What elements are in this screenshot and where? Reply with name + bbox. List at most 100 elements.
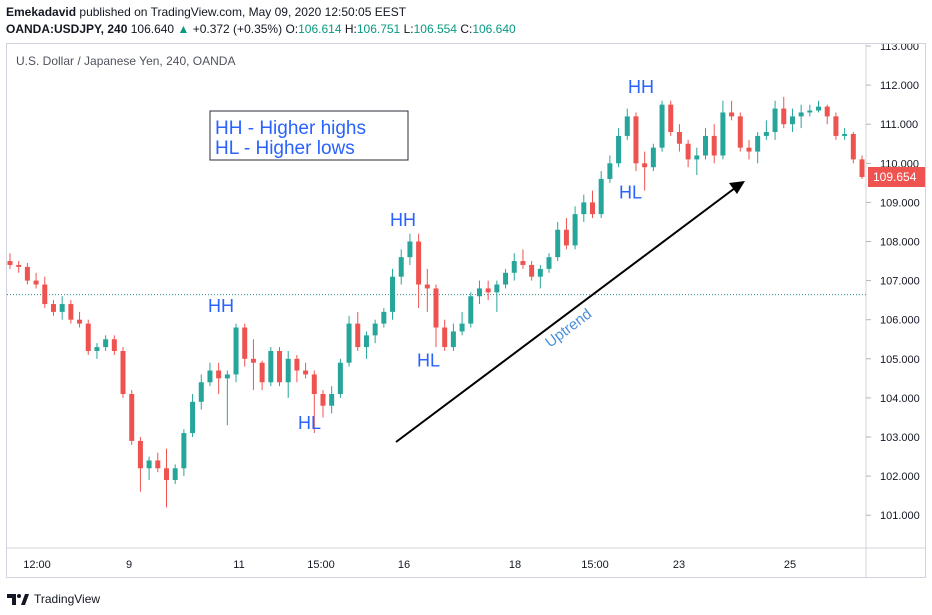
candle-body xyxy=(624,116,630,136)
candle-body xyxy=(7,261,13,265)
candle-body xyxy=(146,460,152,469)
candle-body xyxy=(216,370,222,379)
candle-body xyxy=(685,143,691,160)
last-price: 106.640 xyxy=(130,22,175,36)
candle-body xyxy=(390,276,396,312)
candle-body xyxy=(137,440,143,469)
candle-body xyxy=(233,327,239,375)
candle-body xyxy=(494,284,500,293)
candle-body xyxy=(589,202,595,215)
candle-body xyxy=(650,147,656,168)
candle-body xyxy=(833,116,839,136)
candle-body xyxy=(190,401,196,434)
candle-body xyxy=(372,323,378,336)
legend-line-hl: HL - Higher lows xyxy=(215,138,355,159)
hl-label: HL xyxy=(417,351,440,371)
candle-body xyxy=(198,382,204,402)
y-tick-label: 104.000 xyxy=(880,393,920,405)
candle-body xyxy=(633,116,639,164)
time-axis[interactable]: 12:00 9 11 15:00 16 18 15:00 23 25 xyxy=(23,559,796,571)
candle-body xyxy=(398,257,404,277)
high-value: 106.751 xyxy=(356,22,401,36)
candle-body xyxy=(94,347,100,351)
candle-body xyxy=(268,350,274,383)
price-change: +0.372 (+0.35%) xyxy=(192,22,283,36)
candle-body xyxy=(24,266,30,281)
quote-line: OANDA:USDJPY, 240 106.640 ▲ +0.372 (+0.3… xyxy=(6,22,926,37)
candle-body xyxy=(285,358,291,383)
publish-line: Emekadavid published on TradingView.com,… xyxy=(6,5,926,20)
candle-body xyxy=(607,163,613,179)
y-tick-label: 108.000 xyxy=(880,237,920,249)
candle-body xyxy=(537,268,543,277)
y-tick-label: 107.000 xyxy=(880,276,920,288)
hl-label: HL xyxy=(619,182,642,202)
candle-body xyxy=(859,159,865,177)
candle-body xyxy=(676,132,682,144)
hh-label: HH xyxy=(208,296,234,316)
legend-line-hh: HH - Higher highs xyxy=(215,118,366,139)
candle-body xyxy=(77,319,83,324)
candle-body xyxy=(598,178,604,215)
candle-body xyxy=(207,370,213,383)
published-info: published on TradingView.com, May 09, 20… xyxy=(79,5,407,19)
candle-body xyxy=(694,155,700,160)
candle-body xyxy=(529,264,535,277)
candle-body xyxy=(572,214,578,246)
candle-body xyxy=(242,327,248,359)
candle-body xyxy=(294,358,300,371)
candle-body xyxy=(103,339,109,348)
candle-body xyxy=(711,135,717,156)
candle-body xyxy=(329,393,335,406)
y-tick-label: 111.000 xyxy=(880,119,918,131)
candle-body xyxy=(155,460,161,469)
candle-body xyxy=(416,241,422,285)
tradingview-logo-icon xyxy=(7,594,29,605)
candle-body xyxy=(320,393,326,406)
candle-body xyxy=(459,323,465,332)
candle-body xyxy=(824,106,830,117)
candle-body xyxy=(259,362,265,383)
candle-body xyxy=(850,133,856,160)
candle-body xyxy=(424,284,430,289)
legend-box[interactable] xyxy=(209,110,409,161)
candle-body xyxy=(59,304,65,312)
candle-body xyxy=(642,163,648,168)
chart-frame[interactable]: U.S. Dollar / Japanese Yen, 240, OANDA 1… xyxy=(6,41,926,578)
candle-body xyxy=(16,264,22,267)
price-axis[interactable]: 101.000 102.000 103.000 104.000 105.000 106.0… xyxy=(866,41,920,522)
x-tick-label: 15:00 xyxy=(307,559,335,571)
candle-body xyxy=(503,272,509,285)
close-value: 106.640 xyxy=(472,22,516,36)
current-price-label: 109.654 xyxy=(873,170,917,184)
candle-body xyxy=(68,304,74,320)
candle-body xyxy=(659,104,665,148)
x-tick-label: 16 xyxy=(398,559,410,571)
y-tick-label: 109.000 xyxy=(880,197,920,209)
candle-body xyxy=(250,358,256,363)
y-tick-label: 105.000 xyxy=(880,354,920,366)
hh-label: HH xyxy=(628,77,654,97)
candle-body xyxy=(468,296,474,324)
candle-body xyxy=(720,112,726,156)
candle-body xyxy=(789,116,795,125)
tradingview-brand[interactable]: TradingView xyxy=(34,592,101,606)
candle-body xyxy=(181,433,187,469)
candle-body xyxy=(563,229,569,246)
candle-body xyxy=(546,257,552,269)
candle-body xyxy=(277,350,283,383)
candle-body xyxy=(337,362,343,394)
candle-body xyxy=(763,132,769,136)
author-name[interactable]: Emekadavid xyxy=(6,5,77,19)
candle-body xyxy=(476,288,482,297)
candle-body xyxy=(120,350,126,394)
candle-body xyxy=(616,135,622,164)
candle-body xyxy=(772,108,778,133)
candlestick-chart[interactable]: U.S. Dollar / Japanese Yen, 240, OANDA 1… xyxy=(7,41,925,577)
open-value: 106.614 xyxy=(298,22,342,36)
candle-body xyxy=(346,323,352,363)
uptrend-arrow-line xyxy=(395,181,744,443)
candle-body xyxy=(172,468,178,481)
candle-body xyxy=(737,116,743,148)
low-value: 106.554 xyxy=(413,22,457,36)
